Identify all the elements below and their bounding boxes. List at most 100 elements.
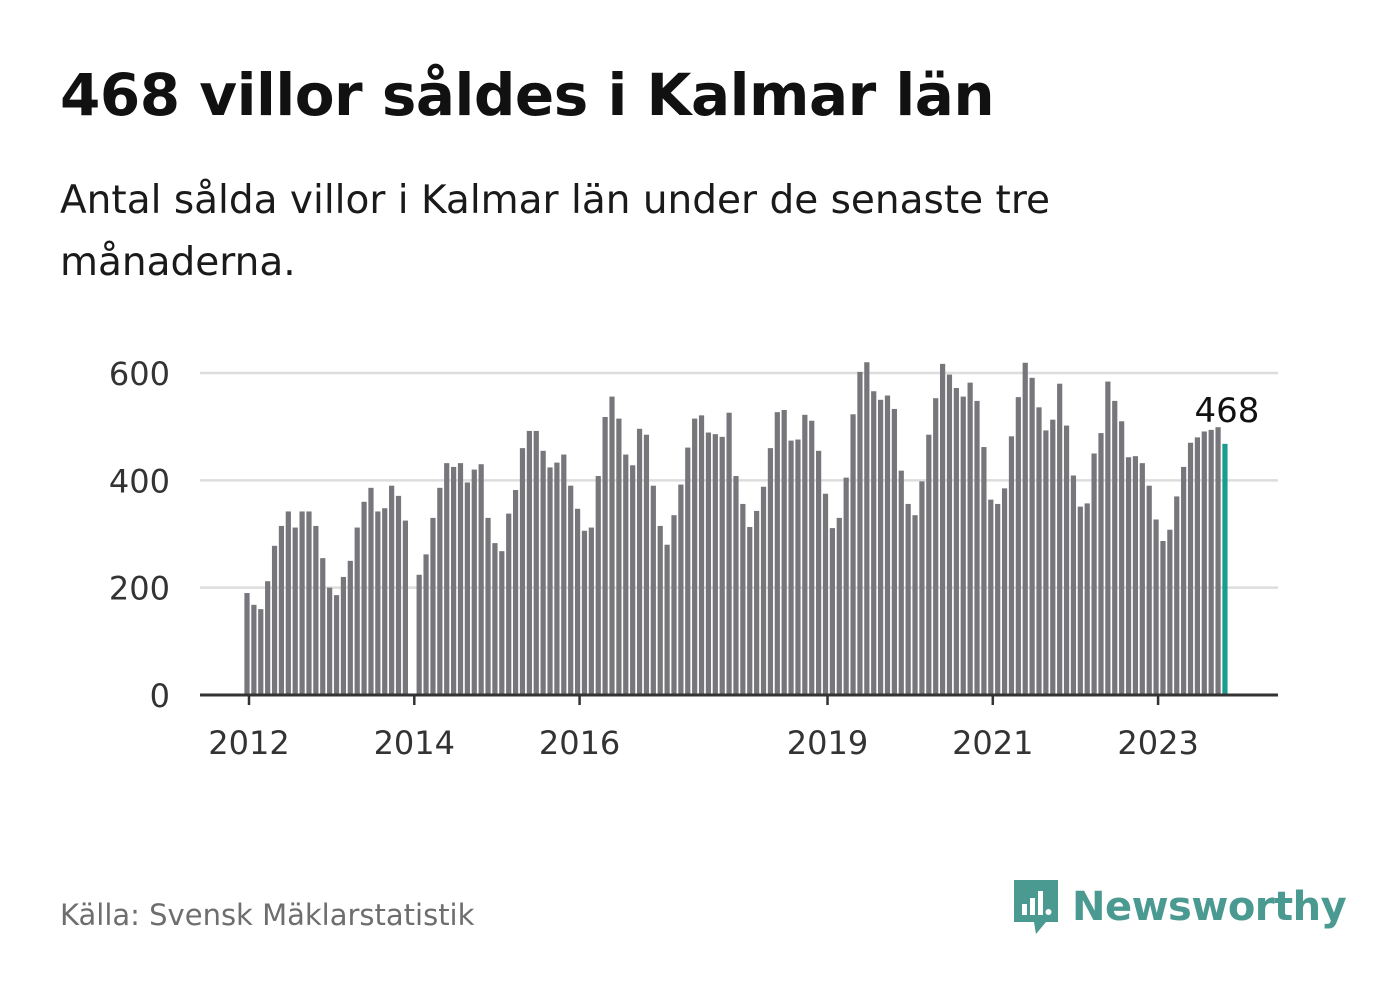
bar <box>1153 519 1159 695</box>
bar <box>306 511 312 695</box>
bar <box>1091 453 1097 695</box>
bar <box>1084 503 1090 695</box>
bar <box>884 395 891 695</box>
bar <box>698 415 705 695</box>
bar <box>953 388 959 695</box>
bar <box>1098 433 1104 695</box>
bar <box>595 476 601 695</box>
chart-title: 468 villor såldes i Kalmar län <box>60 61 995 129</box>
y-tick-label: 600 <box>109 355 170 393</box>
bar <box>1008 436 1015 695</box>
bar <box>299 511 305 695</box>
bar <box>774 412 780 695</box>
bar <box>395 495 402 695</box>
bar <box>871 391 877 695</box>
bar <box>581 530 588 695</box>
bar <box>843 477 849 695</box>
bar <box>547 467 553 695</box>
bar <box>561 454 567 695</box>
y-tick-label: 400 <box>109 462 170 500</box>
bar <box>430 517 436 695</box>
bar <box>960 396 966 695</box>
x-tick-label: 2023 <box>1117 724 1198 762</box>
bar <box>822 493 829 695</box>
bar <box>1194 437 1201 695</box>
bar <box>829 528 835 695</box>
bar <box>857 371 863 695</box>
bar <box>451 466 457 695</box>
bar <box>1201 431 1207 695</box>
highlight-value-label: 468 <box>1195 391 1260 431</box>
bar <box>1070 475 1077 695</box>
bars <box>244 362 1228 695</box>
bar <box>271 545 278 695</box>
bar <box>926 434 932 695</box>
bar <box>554 462 560 695</box>
bar <box>816 450 822 695</box>
bar <box>437 487 443 695</box>
bar <box>1043 430 1049 695</box>
y-tick-label: 200 <box>109 570 170 608</box>
bar <box>568 485 574 695</box>
bar <box>258 609 264 695</box>
bar <box>1112 400 1118 695</box>
bar <box>533 430 539 695</box>
bar <box>1063 425 1070 695</box>
bar <box>636 428 643 695</box>
brand-name: Newsworthy <box>1072 884 1347 930</box>
bar <box>512 489 519 695</box>
bar <box>540 450 546 695</box>
y-tick-label: 0 <box>150 677 170 715</box>
bar <box>313 525 319 695</box>
bar <box>1208 429 1214 695</box>
bar <box>795 439 801 695</box>
bar <box>485 517 491 695</box>
bar <box>878 399 884 695</box>
bar <box>850 414 856 695</box>
bar <box>616 418 622 695</box>
bar <box>1022 362 1028 695</box>
x-tick-label: 2012 <box>208 724 289 762</box>
bar <box>1050 419 1056 695</box>
bar <box>919 481 925 695</box>
bar <box>836 517 842 695</box>
bar <box>754 510 760 695</box>
bar <box>1015 397 1021 695</box>
bar <box>602 416 608 695</box>
bar <box>340 576 347 695</box>
y-axis-ticks: 0 200 400 600 <box>109 355 170 715</box>
bar <box>492 543 498 695</box>
bar <box>1125 457 1132 695</box>
bar <box>1001 488 1008 695</box>
bar <box>354 527 360 695</box>
bar <box>1174 496 1180 695</box>
bar <box>464 482 470 695</box>
bar <box>712 434 718 695</box>
bar <box>1132 456 1139 695</box>
bar <box>519 448 526 695</box>
bar <box>457 463 464 695</box>
bar <box>657 525 663 695</box>
bar <box>478 464 484 695</box>
bar <box>974 400 980 695</box>
bar <box>1036 407 1042 695</box>
bar <box>760 486 767 695</box>
bar <box>251 604 257 695</box>
bar <box>933 398 939 695</box>
bar <box>375 511 381 695</box>
bar <box>574 508 581 695</box>
bar <box>630 465 636 695</box>
bar <box>988 499 994 695</box>
bar <box>671 515 677 695</box>
bar <box>1187 442 1194 695</box>
bar <box>333 595 340 695</box>
bar <box>678 484 684 695</box>
bar <box>650 485 656 695</box>
bar <box>719 436 725 695</box>
bar <box>726 412 732 695</box>
bar <box>285 511 291 695</box>
bar <box>747 527 753 695</box>
bar <box>623 454 629 695</box>
bar-highlight <box>1222 443 1228 695</box>
bar <box>1119 421 1125 695</box>
